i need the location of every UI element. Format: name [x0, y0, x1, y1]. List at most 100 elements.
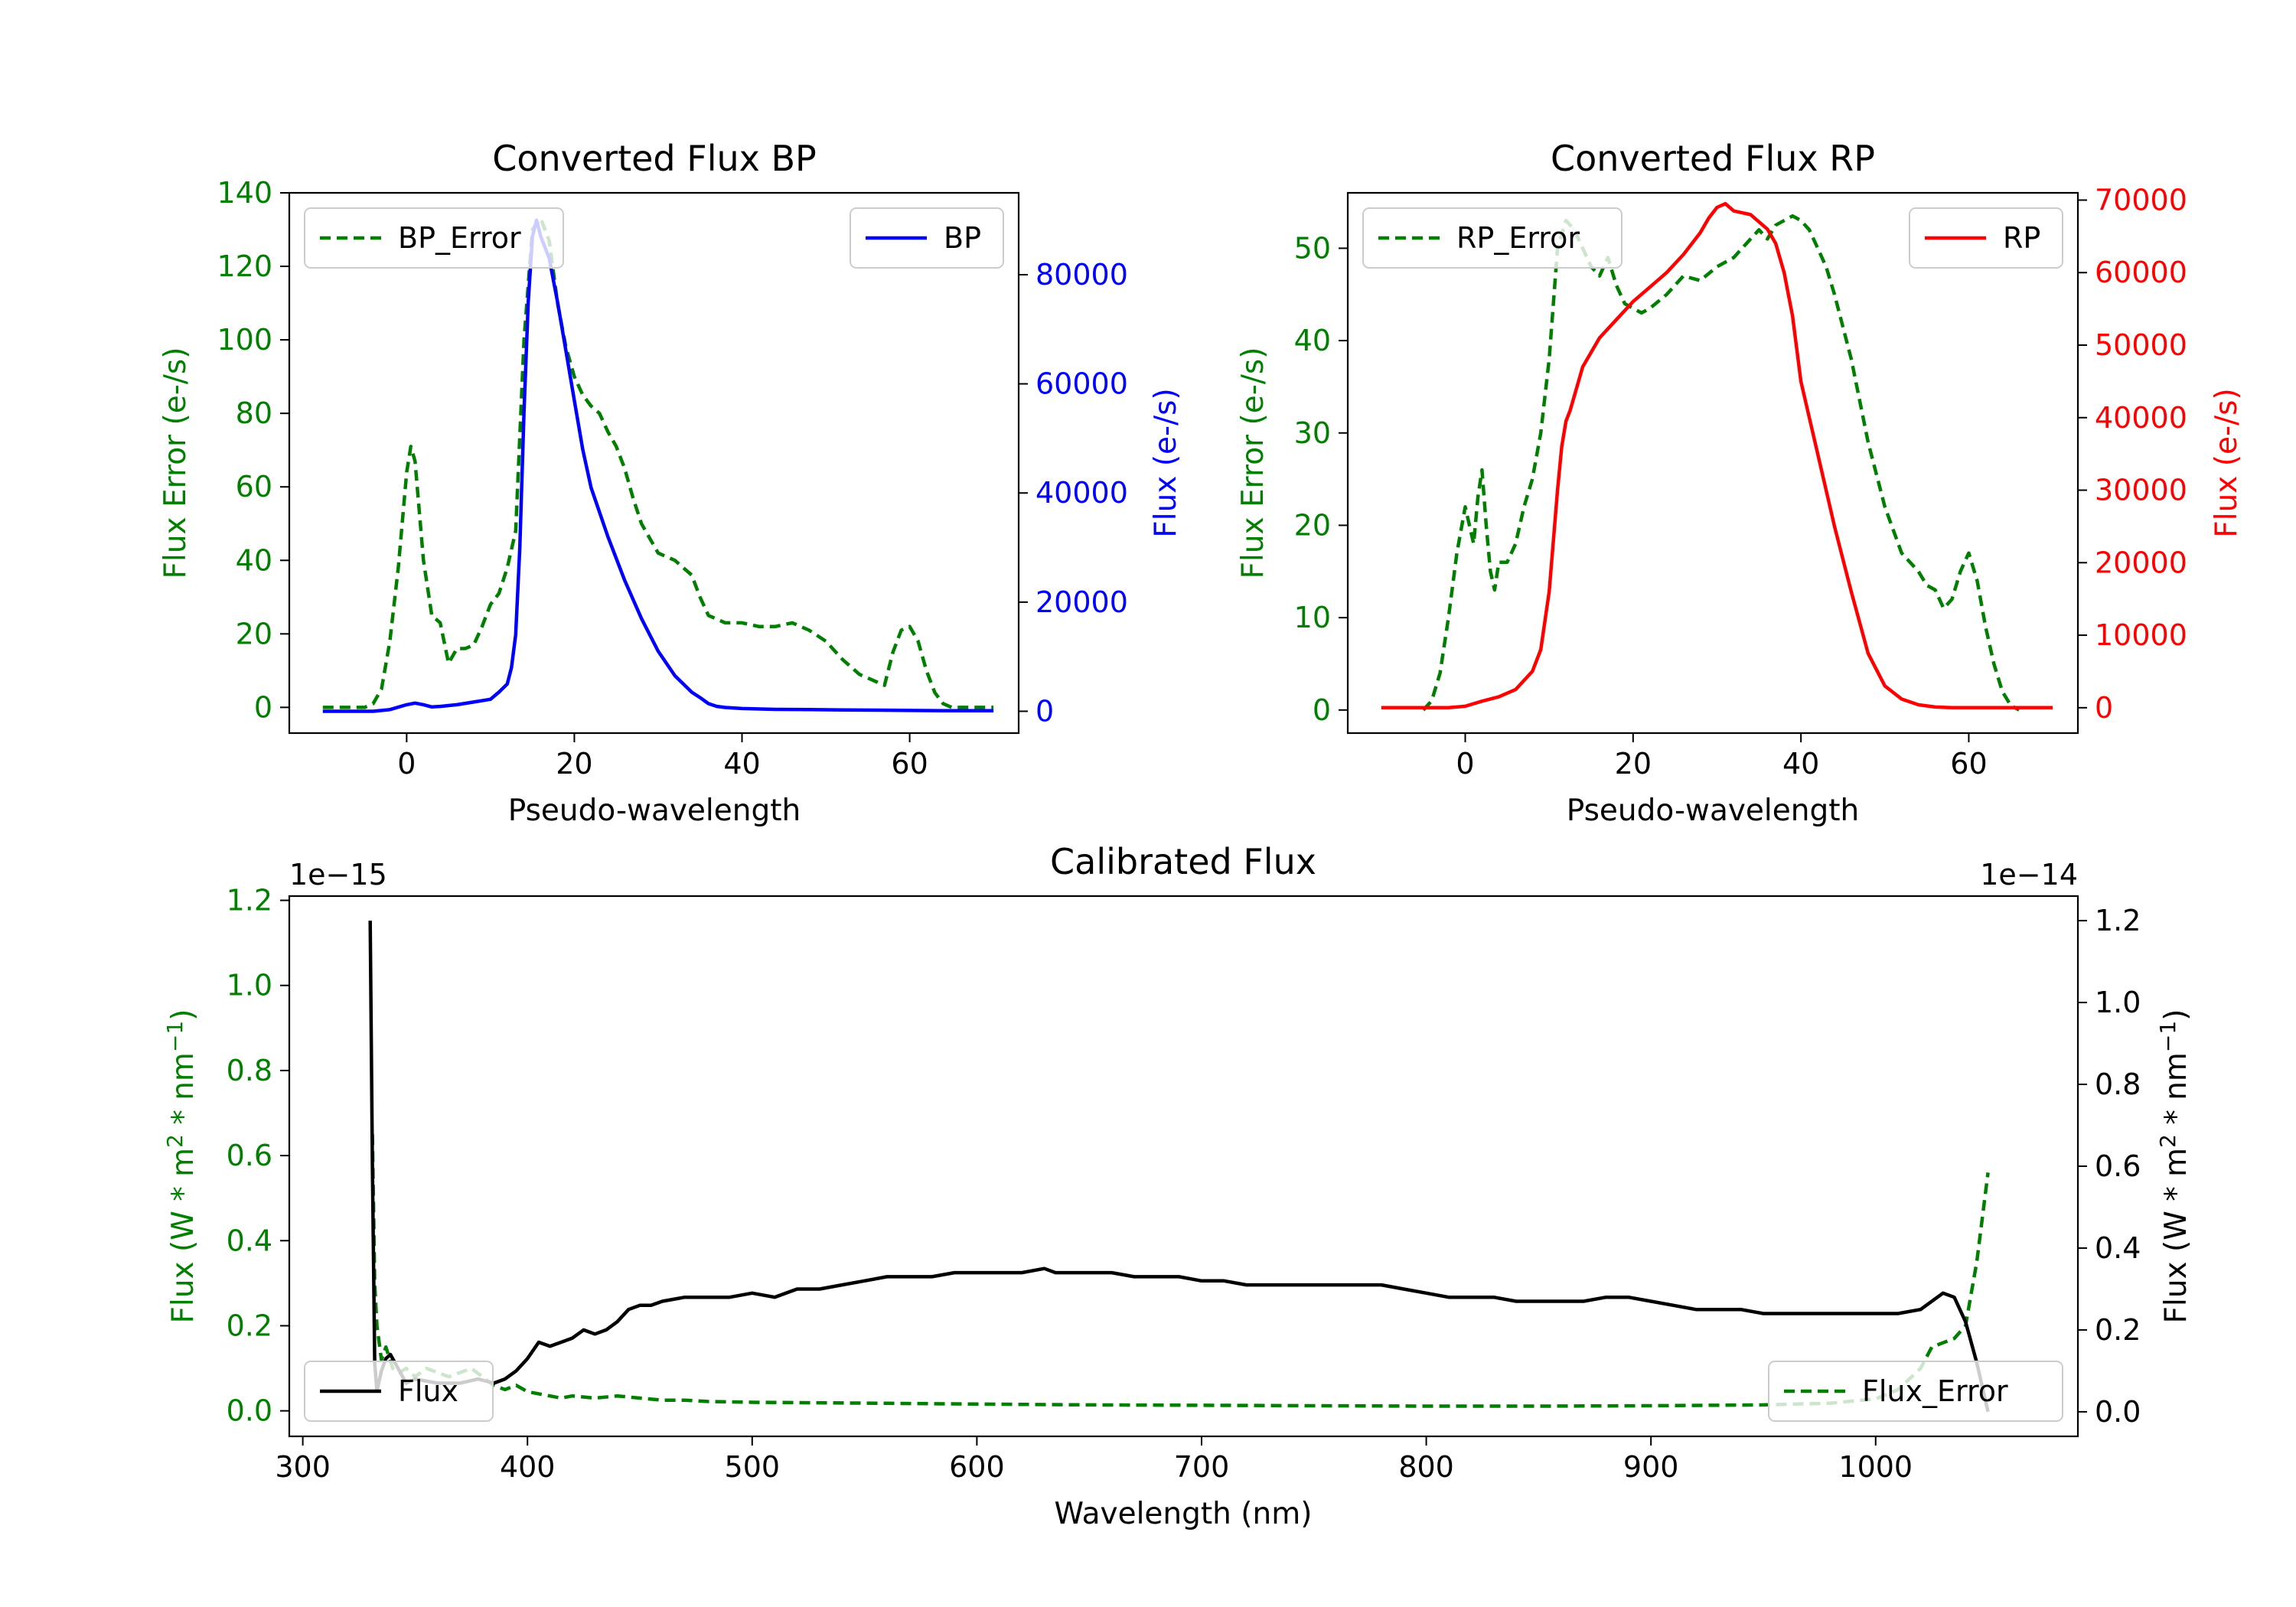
bp-x-tick-label: 0	[397, 747, 416, 781]
bp-right-tick-label: 80000	[1035, 258, 1128, 292]
legend-bp: BP	[850, 207, 1004, 269]
cal-right-tick-label: 0.4	[2095, 1231, 2141, 1265]
rp-left-ticks: 0 10 20 30 40 50	[1294, 231, 1348, 727]
series-bp-error-line	[322, 217, 994, 709]
legend-label: RP_Error	[1456, 221, 1580, 255]
rp-left-y-label: Flux Error (e-/s)	[1236, 347, 1270, 579]
bp-left-tick-label: 80	[236, 396, 272, 430]
calibrated-right-ticks: 0.0 0.2 0.4 0.6 0.8 1.0 1.2	[2078, 904, 2141, 1429]
bp-left-tick-label: 60	[236, 470, 272, 504]
rp-right-tick-label: 20000	[2095, 546, 2187, 579]
rp-left-tick-label: 10	[1294, 601, 1331, 634]
calibrated-right-y-label-c: )	[2159, 1009, 2193, 1021]
bp-left-y-label: Flux Error (e-/s)	[158, 347, 193, 579]
cal-right-tick-label: 0.0	[2095, 1395, 2141, 1429]
calibrated-left-y-label-sup: 2	[162, 1134, 188, 1148]
legend-bp-error: BP_Error	[304, 207, 564, 269]
legend-label: RP	[2003, 221, 2040, 255]
calibrated-right-y-label-sup: 2	[2155, 1134, 2180, 1148]
bp-left-tick-label: 20	[236, 617, 272, 650]
rp-right-tick-label: 40000	[2095, 401, 2187, 435]
series-flux-error-line	[370, 1134, 1990, 1408]
legend-box	[304, 1361, 494, 1422]
rp-panel: Converted Flux RP 0 20 40 60 0 10 20 30 40 50 0 1…	[1236, 138, 2244, 828]
cal-x-tick-label: 900	[1623, 1450, 1679, 1484]
bp-right-tick-label: 60000	[1035, 367, 1128, 401]
cal-left-tick-label: 0.6	[227, 1139, 272, 1172]
rp-x-label: Pseudo-wavelength	[1567, 794, 1859, 828]
cal-right-tick-label: 0.6	[2095, 1149, 2141, 1183]
calibrated-right-y-label-a: Flux (W * m	[2159, 1148, 2193, 1324]
calibrated-legends: Flux Flux_Error	[304, 1361, 2063, 1422]
cal-x-tick-label: 600	[949, 1450, 1005, 1484]
cal-x-tick-label: 1000	[1838, 1450, 1913, 1484]
bp-title: Converted Flux BP	[492, 138, 817, 179]
legend-box	[1362, 207, 1623, 269]
rp-x-tick-label: 60	[1950, 747, 1987, 781]
right-offset-multiplier: 1e−14	[1980, 858, 2078, 892]
legend-flux-error: Flux_Error	[1768, 1361, 2063, 1422]
rp-legends: RP_Error RP	[1362, 207, 2063, 269]
legend-rp: RP	[1909, 207, 2063, 269]
series-rp-line	[1381, 201, 2053, 710]
bp-left-tick-label: 0	[254, 690, 272, 724]
rp-right-tick-label: 50000	[2095, 328, 2187, 362]
rp-left-tick-label: 30	[1294, 416, 1331, 450]
cal-right-tick-label: 1.2	[2095, 904, 2141, 937]
bp-left-tick-label: 140	[217, 176, 272, 210]
calibrated-x-label: Wavelength (nm)	[1055, 1497, 1313, 1531]
calibrated-right-y-label-b: * nm	[2159, 1052, 2193, 1134]
legend-label: BP	[944, 221, 981, 255]
calibrated-left-y-label-sup2: −1	[162, 1021, 188, 1052]
bp-right-tick-label: 0	[1035, 694, 1054, 728]
bp-left-ticks: 0 20 40 60 80 100 120 140	[217, 176, 289, 724]
calibrated-plot-area	[368, 921, 1990, 1413]
rp-plot-area	[1381, 201, 2053, 712]
bp-right-tick-label: 40000	[1035, 476, 1128, 510]
cal-left-tick-label: 0.2	[227, 1309, 272, 1342]
calibrated-panel: Calibrated Flux 300 400 500 600 700 800 900 100…	[162, 841, 2193, 1531]
legend-label: BP_Error	[398, 221, 521, 255]
legend-box	[304, 207, 564, 269]
cal-x-tick-label: 700	[1174, 1450, 1230, 1484]
cal-x-tick-label: 800	[1398, 1450, 1454, 1484]
rp-left-tick-label: 0	[1313, 693, 1331, 727]
bp-x-label: Pseudo-wavelength	[508, 794, 801, 828]
cal-left-tick-label: 1.0	[227, 969, 272, 1002]
series-bp-line	[322, 218, 994, 713]
bp-left-tick-label: 100	[217, 323, 272, 357]
rp-right-tick-label: 0	[2095, 691, 2113, 725]
rp-left-tick-label: 20	[1294, 508, 1331, 542]
cal-right-tick-label: 0.2	[2095, 1313, 2141, 1347]
calibrated-title: Calibrated Flux	[1050, 841, 1316, 882]
calibrated-left-ticks: 0.0 0.2 0.4 0.6 0.8 1.0 1.2	[227, 884, 289, 1428]
cal-left-tick-label: 0.0	[227, 1394, 272, 1428]
rp-right-tick-label: 60000	[2095, 256, 2187, 289]
rp-x-tick-label: 0	[1456, 747, 1474, 781]
bp-plot-area	[322, 217, 994, 713]
rp-right-tick-label: 10000	[2095, 618, 2187, 652]
calibrated-left-y-label-a: Flux (W * m	[166, 1148, 201, 1324]
calibrated-x-ticks: 300 400 500 600 700 800 900 1000	[275, 1436, 1913, 1484]
bp-right-y-label: Flux (e-/s)	[1149, 388, 1183, 537]
rp-x-tick-label: 20	[1615, 747, 1652, 781]
calibrated-left-y-label: Flux (W * m2 * nm−1)	[162, 1009, 201, 1324]
bp-panel: Converted Flux BP 0 20 40 60 0 20 40 60 80 100 12…	[158, 138, 1183, 828]
cal-left-tick-label: 1.2	[227, 884, 272, 918]
legend-flux: Flux	[304, 1361, 494, 1422]
bp-x-tick-label: 40	[723, 747, 760, 781]
bp-x-tick-label: 60	[891, 747, 928, 781]
cal-x-tick-label: 400	[500, 1450, 556, 1484]
calibrated-axes-frame	[288, 895, 2079, 1438]
rp-right-tick-label: 70000	[2095, 183, 2187, 217]
calibrated-left-y-label-b: * nm	[166, 1052, 201, 1134]
bp-left-tick-label: 120	[217, 249, 272, 283]
legend-label: Flux	[398, 1374, 458, 1408]
cal-right-tick-label: 1.0	[2095, 986, 2141, 1019]
calibrated-left-y-label-c: )	[166, 1009, 201, 1021]
left-offset-multiplier: 1e−15	[289, 858, 387, 892]
cal-x-tick-label: 300	[275, 1450, 331, 1484]
bp-x-ticks: 0 20 40 60	[397, 733, 928, 781]
rp-right-ticks: 0 10000 20000 30000 40000 50000 60000 70000	[2078, 183, 2187, 725]
